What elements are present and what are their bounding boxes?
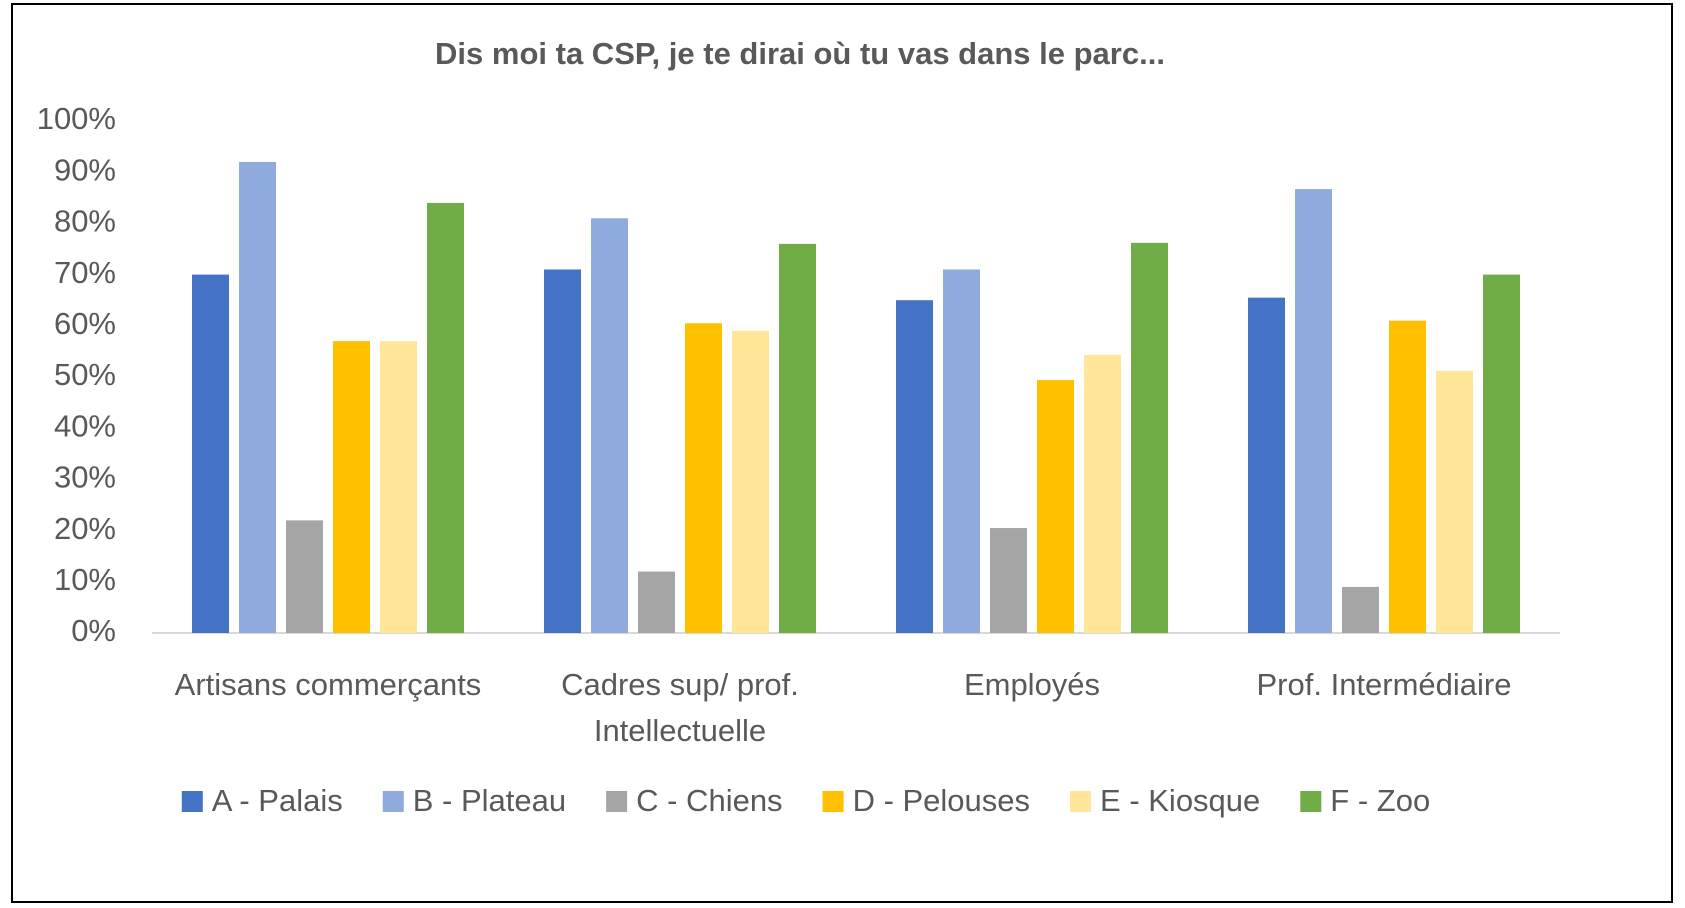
y-tick-label: 20% [54, 511, 116, 546]
bar [286, 520, 323, 633]
bar [192, 274, 229, 633]
bar [380, 341, 417, 633]
y-tick-label: 0% [71, 613, 116, 648]
legend-label: C - Chiens [636, 783, 782, 818]
bar [1131, 242, 1168, 633]
y-tick-label: 50% [54, 357, 116, 392]
x-tick-label: Employés [963, 667, 1101, 702]
bar [333, 341, 370, 633]
y-tick-label: 100% [37, 101, 116, 136]
bar [239, 161, 276, 633]
legend-label: F - Zoo [1330, 783, 1430, 818]
legend-swatch [1070, 791, 1092, 812]
bar [896, 300, 933, 633]
bar [1248, 297, 1285, 633]
y-tick-label: 60% [54, 306, 116, 341]
y-tick-label: 10% [54, 562, 116, 597]
x-tick-label: Cadres sup/ prof. Intellectuelle [561, 667, 799, 748]
bar [1084, 354, 1121, 633]
bar [1037, 380, 1074, 633]
legend-label: E - Kiosque [1100, 783, 1260, 818]
x-tick-label: Prof. Intermédiaire [1256, 667, 1512, 702]
x-tick-label: Artisans commerçants [174, 667, 482, 702]
bar [591, 218, 628, 633]
legend-swatch [822, 791, 844, 812]
bar [779, 243, 816, 633]
y-tick-label: 80% [54, 204, 116, 239]
y-tick-label: 90% [54, 152, 116, 187]
bar [1483, 274, 1520, 633]
bar [1342, 586, 1379, 633]
bar [1436, 370, 1473, 633]
y-tick-label: 40% [54, 408, 116, 443]
legend-label: B - Plateau [413, 783, 566, 818]
bar [544, 269, 581, 633]
bar [732, 330, 769, 633]
legend-swatch [181, 791, 203, 812]
bar [427, 202, 464, 634]
y-tick-label: 70% [54, 255, 116, 290]
bar [1389, 320, 1426, 633]
bar [943, 269, 980, 633]
bar [638, 571, 675, 633]
legend-swatch [382, 791, 404, 812]
y-tick-label: 30% [54, 460, 116, 495]
chart-title: Dis moi ta CSP, je te dirai où tu vas da… [435, 36, 1165, 71]
legend-swatch [1300, 791, 1322, 812]
legend-swatch [606, 791, 628, 812]
bar [1295, 189, 1332, 633]
bar [685, 323, 722, 633]
bar [990, 528, 1027, 633]
legend-label: D - Pelouses [853, 783, 1030, 818]
legend-label: A - Palais [212, 783, 343, 818]
